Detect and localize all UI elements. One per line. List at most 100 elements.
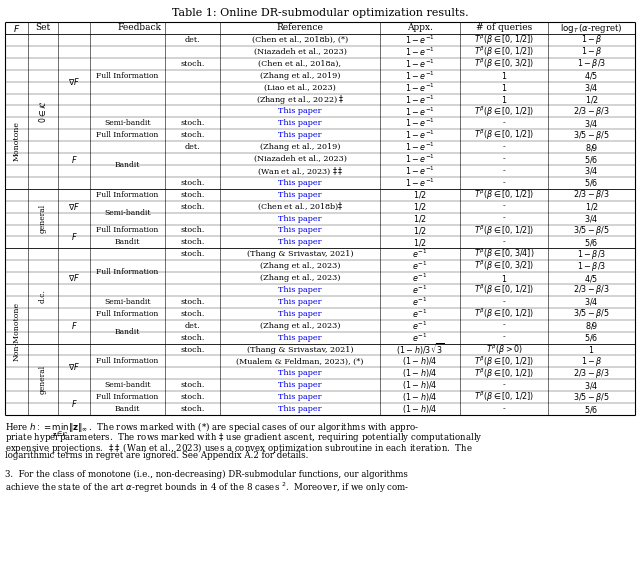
Text: This paper: This paper xyxy=(278,214,322,223)
Text: (Zhang et al., 2023): (Zhang et al., 2023) xyxy=(260,274,340,282)
Text: $T^\beta(\beta\in[0,1/2])$: $T^\beta(\beta\in[0,1/2])$ xyxy=(474,307,534,321)
Text: $1/2$: $1/2$ xyxy=(584,201,598,212)
Text: (Thang & Srivastav, 2021): (Thang & Srivastav, 2021) xyxy=(246,346,353,354)
Text: $1-\beta$: $1-\beta$ xyxy=(580,45,602,58)
Text: $2/3-\beta/3$: $2/3-\beta/3$ xyxy=(573,284,610,297)
Text: -: - xyxy=(502,381,506,389)
Text: -: - xyxy=(502,202,506,210)
Text: $e^{-1}$: $e^{-1}$ xyxy=(412,248,428,261)
Text: expensive projections.  $\ddagger\ddagger$ (Wan et al., 2023) uses a convex opti: expensive projections. $\ddagger\ddagger… xyxy=(5,441,473,455)
Text: This paper: This paper xyxy=(278,179,322,187)
Text: Semi-bandit: Semi-bandit xyxy=(104,120,151,127)
Text: $T^\beta(\beta\in[0,1/2])$: $T^\beta(\beta\in[0,1/2])$ xyxy=(474,366,534,381)
Text: $(1-h)/4$: $(1-h)/4$ xyxy=(403,379,438,391)
Text: (Zhang et al., 2019): (Zhang et al., 2019) xyxy=(260,72,340,80)
Text: -: - xyxy=(502,179,506,187)
Text: Full Information: Full Information xyxy=(96,393,159,401)
Text: det.: det. xyxy=(185,36,200,44)
Text: Full Information: Full Information xyxy=(96,131,159,139)
Text: $1-e^{-1}$: $1-e^{-1}$ xyxy=(405,46,435,58)
Text: This paper: This paper xyxy=(278,191,322,199)
Text: $F$: $F$ xyxy=(70,320,77,331)
Text: $5/6$: $5/6$ xyxy=(584,177,598,188)
Text: general: general xyxy=(39,365,47,394)
Text: Full Information: Full Information xyxy=(96,310,159,318)
Text: -: - xyxy=(502,167,506,175)
Text: stoch.: stoch. xyxy=(180,405,205,413)
Text: $T^\beta(\beta\in[0,3/4])$: $T^\beta(\beta\in[0,3/4])$ xyxy=(474,247,534,262)
Text: $1-e^{-1}$: $1-e^{-1}$ xyxy=(405,129,435,142)
Text: stoch.: stoch. xyxy=(180,381,205,389)
Text: $3/5-\beta/5$: $3/5-\beta/5$ xyxy=(573,391,610,404)
Text: Semi-bandit: Semi-bandit xyxy=(104,298,151,306)
Text: $3/4$: $3/4$ xyxy=(584,380,598,391)
Text: Bandit: Bandit xyxy=(115,405,140,413)
Text: $e^{-1}$: $e^{-1}$ xyxy=(412,307,428,320)
Text: $3/4$: $3/4$ xyxy=(584,297,598,307)
Text: $3/5-\beta/5$: $3/5-\beta/5$ xyxy=(573,307,610,320)
Text: $T^\beta(\beta\in[0,1/2])$: $T^\beta(\beta\in[0,1/2])$ xyxy=(474,390,534,404)
Text: This paper: This paper xyxy=(278,298,322,306)
Text: $5/6$: $5/6$ xyxy=(584,237,598,248)
Text: $\nabla F$: $\nabla F$ xyxy=(68,273,80,283)
Text: (Mualem & Feldman, 2023), (*): (Mualem & Feldman, 2023), (*) xyxy=(236,358,364,365)
Text: $\log_T(\alpha$-regret): $\log_T(\alpha$-regret) xyxy=(560,21,623,35)
Text: Full Information: Full Information xyxy=(96,358,159,365)
Text: Full Information: Full Information xyxy=(96,191,159,199)
Text: $(1-h)/4$: $(1-h)/4$ xyxy=(403,355,438,367)
Text: $1$: $1$ xyxy=(501,272,507,284)
Text: $T^\beta(\beta\in[0,1/2])$: $T^\beta(\beta\in[0,1/2])$ xyxy=(474,128,534,142)
Text: $\nabla F$: $\nabla F$ xyxy=(68,201,80,212)
Text: stoch.: stoch. xyxy=(180,131,205,139)
Text: (Wan et al., 2023) $\ddagger\ddagger$: (Wan et al., 2023) $\ddagger\ddagger$ xyxy=(257,165,343,177)
Text: Here $h  :=  \min_{\mathbf{z}\in\mathcal{K}} \|\mathbf{z}\|_\infty$.  The rows m: Here $h := \min_{\mathbf{z}\in\mathcal{K… xyxy=(5,420,419,439)
Text: det.: det. xyxy=(185,143,200,151)
Text: d.c.: d.c. xyxy=(39,289,47,303)
Text: $1-\beta/3$: $1-\beta/3$ xyxy=(577,248,606,261)
Text: $1/2$: $1/2$ xyxy=(584,94,598,105)
Text: This paper: This paper xyxy=(278,369,322,377)
Text: $2/3-\beta/3$: $2/3-\beta/3$ xyxy=(573,188,610,201)
Text: $1$: $1$ xyxy=(501,82,507,93)
Text: $F$: $F$ xyxy=(13,23,20,33)
Text: (Thang & Srivastav, 2021): (Thang & Srivastav, 2021) xyxy=(246,250,353,258)
Text: $F$: $F$ xyxy=(70,153,77,165)
Text: $1-e^{-1}$: $1-e^{-1}$ xyxy=(405,69,435,82)
Text: Feedback: Feedback xyxy=(117,24,161,33)
Text: $e^{-1}$: $e^{-1}$ xyxy=(412,319,428,332)
Text: $1-\beta$: $1-\beta$ xyxy=(580,33,602,46)
Text: Semi-bandit: Semi-bandit xyxy=(104,381,151,389)
Text: $1/2$: $1/2$ xyxy=(413,190,427,200)
Text: $1-e^{-1}$: $1-e^{-1}$ xyxy=(405,177,435,189)
Text: -: - xyxy=(502,321,506,330)
Text: $e^{-1}$: $e^{-1}$ xyxy=(412,296,428,308)
Text: $0\in\mathcal{K}$: $0\in\mathcal{K}$ xyxy=(38,100,49,122)
Text: $T^\beta(\beta\in[0,1/2])$: $T^\beta(\beta\in[0,1/2])$ xyxy=(474,188,534,202)
Text: $T^\beta(\beta\in[0,1/2])$: $T^\beta(\beta\in[0,1/2])$ xyxy=(474,354,534,369)
Text: Set: Set xyxy=(35,24,51,33)
Text: $3/5-\beta/5$: $3/5-\beta/5$ xyxy=(573,129,610,142)
Text: $e^{-1}$: $e^{-1}$ xyxy=(412,260,428,272)
Text: stoch.: stoch. xyxy=(180,310,205,318)
Text: $1-e^{-1}$: $1-e^{-1}$ xyxy=(405,93,435,105)
Text: Non-Monotone: Non-Monotone xyxy=(13,302,20,361)
Text: $1-e^{-1}$: $1-e^{-1}$ xyxy=(405,165,435,177)
Text: This paper: This paper xyxy=(278,239,322,246)
Text: Bandit: Bandit xyxy=(115,161,140,169)
Text: $3/4$: $3/4$ xyxy=(584,82,598,93)
Text: Full Information: Full Information xyxy=(96,268,159,276)
Text: stoch.: stoch. xyxy=(180,250,205,258)
Text: $T^\beta(\beta\in[0,1/2])$: $T^\beta(\beta\in[0,1/2])$ xyxy=(474,283,534,297)
Text: logarithmic terms in regret are ignored. See Appendix A.2 for details.: logarithmic terms in regret are ignored.… xyxy=(5,452,308,460)
Text: Reference: Reference xyxy=(276,24,323,33)
Text: $1/2$: $1/2$ xyxy=(413,201,427,212)
Text: $1-\beta/3$: $1-\beta/3$ xyxy=(577,58,606,70)
Text: (Niazadeh et al., 2023): (Niazadeh et al., 2023) xyxy=(253,48,346,56)
Text: $T^\beta(\beta\in[0,3/2])$: $T^\beta(\beta\in[0,3/2])$ xyxy=(474,56,534,71)
Text: This paper: This paper xyxy=(278,131,322,139)
Text: $(1-h)/4$: $(1-h)/4$ xyxy=(403,391,438,403)
Text: $8/9$: $8/9$ xyxy=(585,320,598,331)
Text: This paper: This paper xyxy=(278,227,322,235)
Text: This paper: This paper xyxy=(278,107,322,116)
Text: This paper: This paper xyxy=(278,381,322,389)
